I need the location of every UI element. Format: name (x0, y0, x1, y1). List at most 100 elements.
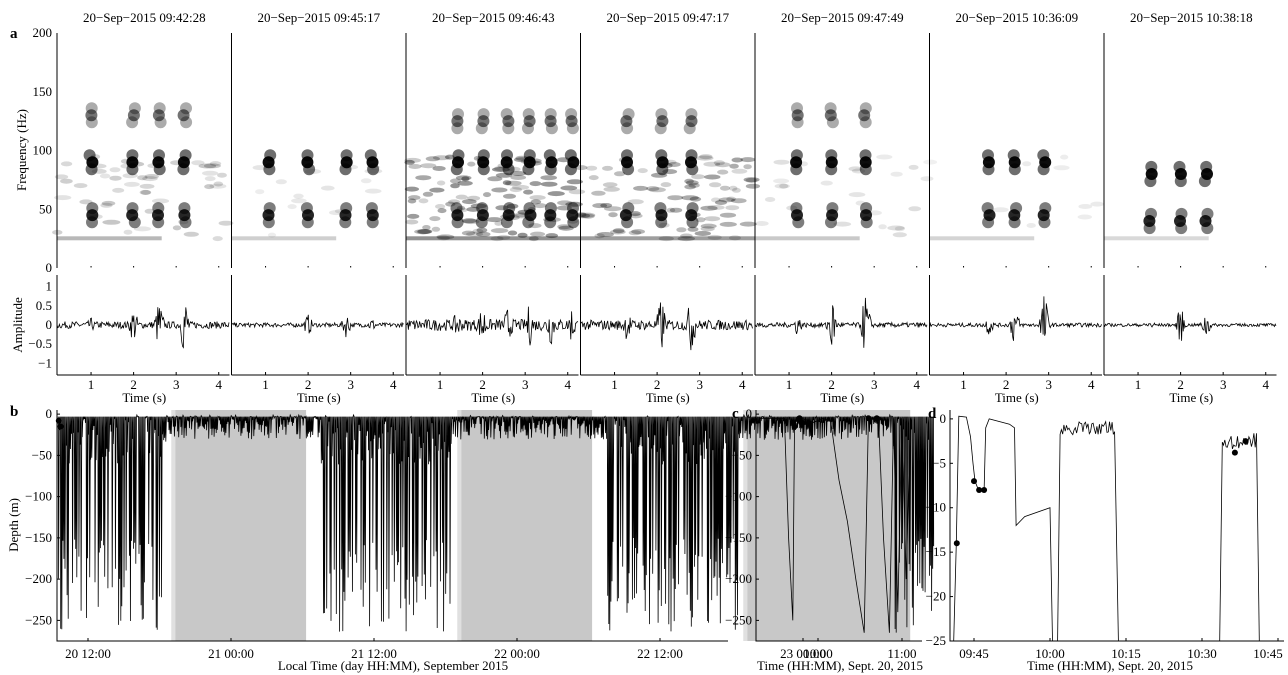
panel-b-dive-profile: −250 −200 −150 −100 −50 0 20 12:00 21 00:00 21 1… (6, 406, 935, 673)
call-marker (976, 487, 983, 493)
noise-blob (576, 212, 587, 218)
noise-blob (203, 163, 221, 169)
noise-blob (422, 191, 434, 197)
call-pulse-harmonic (790, 202, 803, 215)
noise-blob (432, 166, 446, 171)
spec-tick (265, 266, 267, 268)
call-pulse-harmonic (340, 149, 353, 162)
call-pulse-harmonic (522, 108, 535, 121)
noise-blob (540, 181, 558, 187)
noise-blob (142, 176, 158, 182)
noise-blob (503, 193, 516, 199)
x-tick-label: 1 (960, 377, 967, 392)
call-pulse-harmonic (859, 102, 872, 115)
x-tick-label: 1 (611, 377, 618, 392)
noise-blob (833, 221, 852, 227)
call-pulse-harmonic (126, 202, 139, 215)
noise-blob (425, 156, 440, 162)
call-pulse-harmonic (477, 108, 490, 121)
x-axis-label: Time (s) (122, 390, 166, 405)
noise-blob (707, 234, 722, 240)
spec-tick (1180, 266, 1182, 268)
noise-blob (509, 187, 522, 193)
noise-blob (591, 190, 606, 196)
noise-blob (732, 187, 741, 193)
x-tick-label: 11:00 (887, 646, 916, 661)
noise-blob (198, 163, 217, 169)
noise-blob (321, 185, 335, 191)
call-pulse-harmonic (502, 115, 515, 128)
call-pulse-harmonic (153, 149, 165, 162)
noise-blob (1078, 204, 1093, 209)
x-tick-label: 2 (1177, 377, 1184, 392)
noise-blob (566, 179, 584, 185)
noise-blob (575, 213, 590, 219)
noise-blob (592, 203, 608, 209)
x-tick-label: 4 (215, 377, 222, 392)
call-pulse-harmonic (178, 202, 191, 215)
call-pulse-harmonic (1201, 207, 1214, 220)
spec-tick (1048, 266, 1050, 268)
noise-blob (560, 185, 578, 191)
noise-blob (461, 176, 470, 182)
waveform-trace (580, 302, 753, 351)
y-tick-label: −100 (25, 489, 52, 504)
noise-blob (435, 204, 446, 209)
spectrogram-6: 20−Sep−2015 10:36:09 1 2 3 4 Time (s) (923, 10, 1104, 405)
spec-tick (916, 266, 918, 268)
call-pulse-harmonic (655, 149, 668, 162)
spectrogram-title: 20−Sep−2015 09:46:43 (432, 10, 555, 25)
depth-trace-3 (1219, 433, 1260, 642)
call-pulse-harmonic (621, 149, 633, 162)
freq-tick-label: 0 (46, 260, 53, 275)
noise-blob (894, 226, 905, 232)
call-pulse-harmonic (858, 109, 871, 122)
spec-tick (1137, 266, 1139, 268)
noise-blob (102, 219, 121, 225)
noise-blob (139, 189, 152, 195)
spectrogram-5: 20−Sep−2015 09:47:49 1 2 3 4 Time (s) (754, 10, 934, 405)
noise-blob (581, 213, 595, 219)
noise-blob (719, 221, 737, 227)
freq-tick-label: 200 (33, 25, 53, 40)
depth-trace (759, 417, 911, 633)
low-band (406, 236, 581, 241)
noise-blob (731, 198, 747, 204)
x-tick-label: 20 12:00 (65, 646, 111, 661)
noise-blob (509, 171, 527, 176)
noise-blob (408, 164, 422, 169)
x-tick-label: 2 (130, 377, 137, 392)
noise-blob (992, 207, 1009, 213)
noise-blob (490, 228, 509, 234)
call-pulse-harmonic (1200, 160, 1213, 173)
y-tick-label: −200 (725, 571, 752, 586)
noise-blob (467, 195, 481, 201)
call-pulse-harmonic (544, 115, 557, 128)
noise-blob (614, 171, 626, 177)
noise-blob (745, 177, 758, 183)
y-tick-label: −100 (725, 489, 752, 504)
noise-blob (533, 203, 547, 209)
noise-blob (848, 166, 863, 172)
call-marker (1231, 449, 1238, 456)
noise-blob (586, 165, 598, 171)
noise-blob (628, 230, 642, 236)
call-pulse-harmonic (565, 108, 578, 121)
x-tick-label: 21 12:00 (351, 646, 397, 661)
noise-blob (604, 206, 622, 212)
x-axis-label: Time (s) (471, 390, 515, 405)
call-pulse-harmonic (567, 202, 579, 215)
spec-tick (1265, 266, 1267, 268)
noise-blob (545, 233, 558, 239)
low-band (929, 236, 1035, 241)
x-tick-label: 4 (390, 377, 397, 392)
noise-blob (676, 227, 687, 233)
noise-blob (726, 196, 737, 202)
low-band (755, 236, 860, 241)
noise-blob (466, 231, 484, 237)
spec-tick (873, 266, 875, 268)
call-pulse-harmonic (264, 149, 277, 162)
spec-tick (439, 266, 441, 268)
spectrogram-4: 20−Sep−2015 09:47:17 1 2 3 4 Time (s) (574, 10, 761, 405)
noise-blob (101, 200, 116, 206)
